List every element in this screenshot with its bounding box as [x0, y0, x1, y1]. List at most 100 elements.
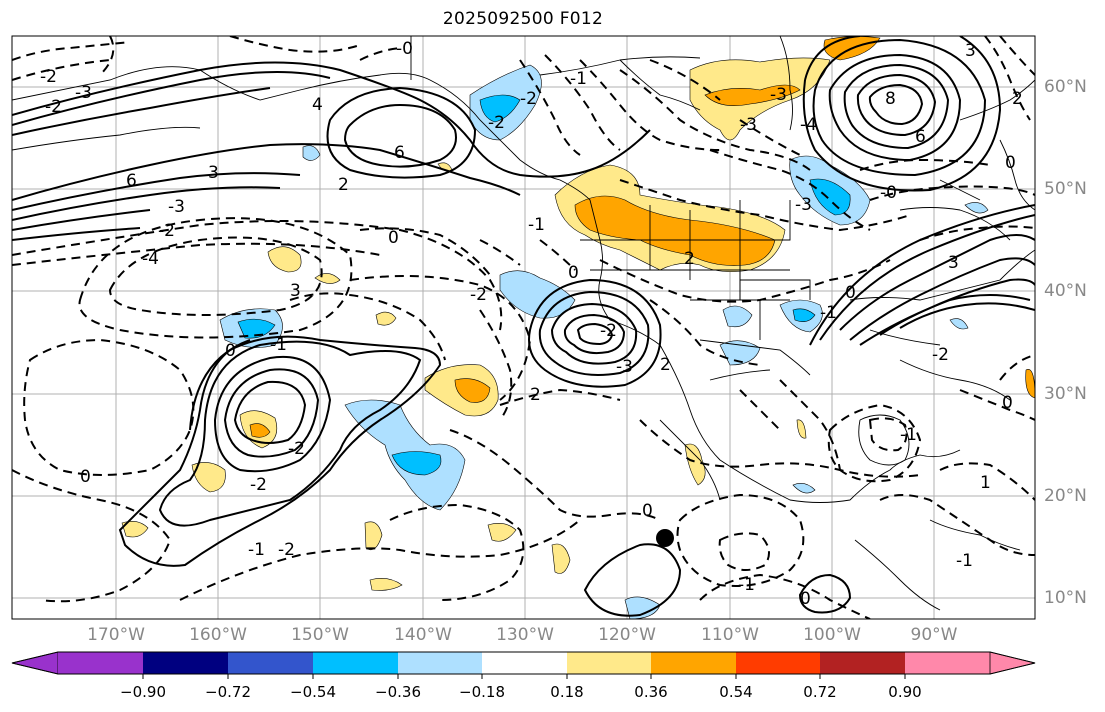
- contour-label: 1: [980, 473, 991, 493]
- lat-label-60n: 60°N: [1044, 77, 1087, 97]
- contour-label: -3: [795, 195, 812, 215]
- contour-label: -2: [470, 285, 487, 305]
- lon-label-170w: 170°W: [87, 625, 145, 645]
- contour-label: -1: [900, 425, 917, 445]
- colorbar-seg-7: [567, 652, 651, 674]
- contour-label: -2: [600, 321, 617, 341]
- contour-label: -1: [270, 335, 287, 355]
- contour-label: -1: [248, 540, 265, 560]
- map-frame: [11, 35, 1036, 620]
- contour-label: 0: [225, 341, 236, 361]
- contour-label: -2: [488, 113, 505, 133]
- lat-label-40n: 40°N: [1044, 281, 1087, 301]
- contour-label: 2: [530, 385, 541, 405]
- contour-label: 6: [915, 127, 926, 147]
- contour-label: -2: [45, 97, 62, 117]
- colorbar-seg-3: [228, 652, 313, 674]
- lon-label-140w: 140°W: [394, 625, 452, 645]
- contour-label: -3: [770, 85, 787, 105]
- colorbar-tick-label: −0.36: [375, 683, 421, 701]
- lon-label-110w: 110°W: [701, 625, 759, 645]
- colorbar-seg-2: [143, 652, 228, 674]
- colorbar-seg-1: [58, 652, 143, 674]
- contour-label: -3: [740, 115, 757, 135]
- contour-label: 6: [126, 171, 137, 191]
- contour-label: -4: [800, 115, 817, 135]
- contour-label: 3: [208, 163, 219, 183]
- contour-label: -1: [956, 551, 973, 571]
- negative-contours: [12, 36, 1035, 619]
- contour-label: -2: [158, 221, 175, 241]
- contour-label: 0: [80, 467, 91, 487]
- contour-label: -1: [738, 575, 755, 595]
- colorbar-tick-label: −0.54: [290, 683, 336, 701]
- contour-label: 0: [568, 263, 579, 283]
- colorbar-seg-4: [313, 652, 398, 674]
- contour-label: 4: [312, 95, 323, 115]
- colorbar-seg-8: [651, 652, 736, 674]
- lon-label-150w: 150°W: [291, 625, 349, 645]
- colorbar-seg-6: [482, 652, 567, 674]
- colorbar-tick-label: −0.18: [459, 683, 505, 701]
- colorbar-seg-12: [989, 651, 1036, 675]
- colorbar-tick-label: −0.72: [205, 683, 251, 701]
- contour-label: 0: [388, 228, 399, 248]
- contour-label: 0: [1002, 393, 1013, 413]
- colorbar-tick-label: 0.18: [550, 683, 584, 701]
- contour-label: -2: [250, 475, 267, 495]
- contour-label: -3: [168, 197, 185, 217]
- contour-label: -2: [288, 439, 305, 459]
- colorbar-tick-label: −0.90: [120, 683, 166, 701]
- lat-label-50n: 50°N: [1044, 179, 1087, 199]
- contour-label: -1: [528, 215, 545, 235]
- lon-label-120w: 120°W: [598, 625, 656, 645]
- contour-label: -2: [40, 67, 57, 87]
- lat-label-30n: 30°N: [1044, 384, 1087, 404]
- contour-label: -2: [520, 89, 537, 109]
- lat-label-20n: 20°N: [1044, 486, 1087, 506]
- contour-label: -1: [820, 303, 837, 323]
- lon-label-160w: 160°W: [189, 625, 247, 645]
- contour-label: -0: [880, 183, 897, 203]
- contour-label: -1: [570, 69, 587, 89]
- contour-label: 0: [642, 501, 653, 521]
- contour-label: -3: [75, 83, 92, 103]
- contour-label: -4: [142, 249, 159, 269]
- contour-label: -2: [278, 540, 295, 560]
- lon-label-130w: 130°W: [496, 625, 554, 645]
- coastlines: [12, 36, 1035, 611]
- colorbar-tick-label: 0.36: [634, 683, 668, 701]
- contour-label: -2: [932, 345, 949, 365]
- lat-label-10n: 10°N: [1044, 588, 1087, 608]
- contour-label: 3: [948, 253, 959, 273]
- contour-label: 3: [290, 281, 301, 301]
- location-marker: [656, 529, 674, 547]
- lon-label-90w: 90°W: [910, 625, 958, 645]
- contour-label: 2: [660, 355, 671, 375]
- contour-label: 0: [845, 283, 856, 303]
- colorbar-seg-5: [398, 652, 482, 674]
- colorbar-seg-9: [736, 652, 820, 674]
- lon-label-100w: 100°W: [803, 625, 861, 645]
- contour-label: 2: [338, 175, 349, 195]
- positive-contours: [12, 36, 1035, 617]
- colorbar-tick-label: 0.54: [719, 683, 753, 701]
- contour-label: 2: [684, 249, 695, 269]
- contour-label: 0: [1005, 153, 1016, 173]
- colorbar-tick-label: 0.90: [888, 683, 922, 701]
- contour-label: 8: [885, 89, 896, 109]
- negative-shading: [219, 64, 989, 619]
- contour-label: -0: [396, 39, 413, 59]
- contour-label: 0: [800, 589, 811, 609]
- colorbar-seg-10: [820, 652, 905, 674]
- contour-label: 2: [1012, 89, 1023, 109]
- contour-label: 6: [394, 143, 405, 163]
- colorbar: [11, 651, 1036, 679]
- chart-title: 2025092500 F012: [442, 9, 604, 29]
- colorbar-seg-11: [905, 652, 990, 674]
- map-canvas: 6 4 6 3 2 0 -1 -2 -3 -4 3 0 2 -2 -3 -2 2…: [11, 35, 1036, 620]
- colorbar-seg-0: [11, 651, 59, 675]
- colorbar-outline: [11, 651, 1036, 675]
- contour-labels: 6 4 6 3 2 0 -1 -2 -3 -4 3 0 2 -2 -3 -2 2…: [40, 39, 1023, 609]
- colorbar-tick-label: 0.72: [803, 683, 837, 701]
